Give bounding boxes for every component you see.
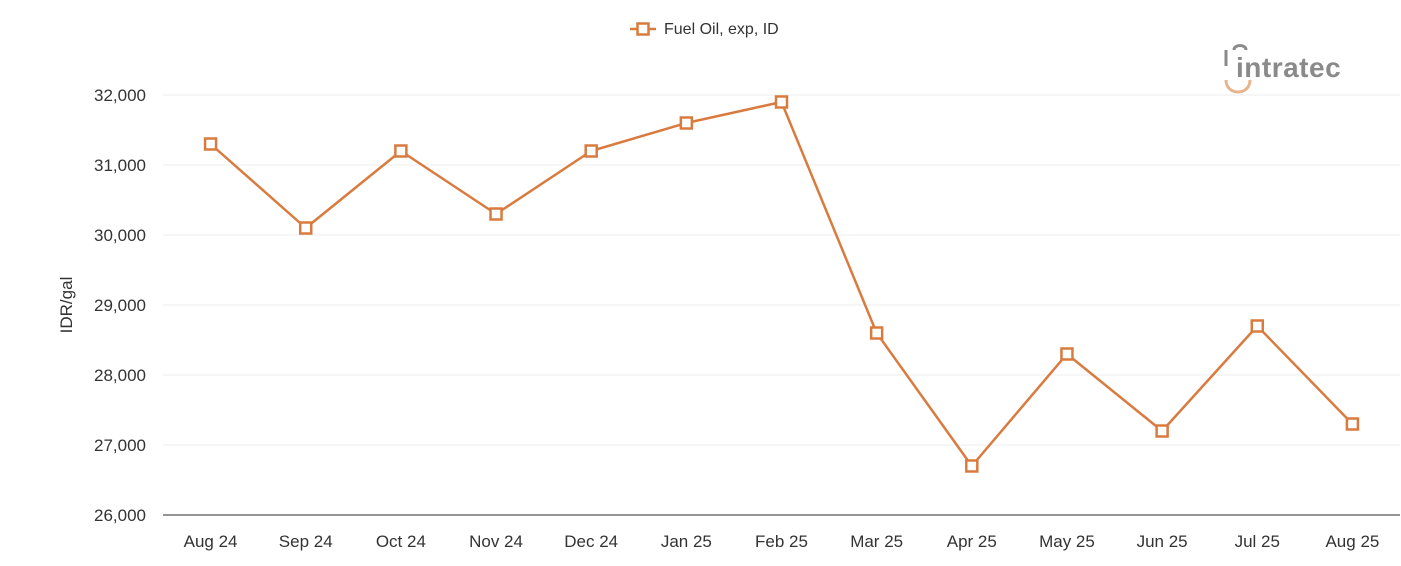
y-axis-label: IDR/gal [57,277,76,334]
y-tick-label: 32,000 [94,86,146,105]
y-tick-label: 27,000 [94,436,146,455]
data-point[interactable] [1345,417,1360,431]
y-tick-label: 31,000 [94,156,146,175]
data-point[interactable] [489,207,503,221]
data-point[interactable] [965,459,979,473]
data-point[interactable] [774,95,789,109]
y-tick-label: 28,000 [94,366,146,385]
data-point[interactable] [394,144,408,158]
x-axis-ticks: Aug 24 Sep 24 Oct 24 Nov 24 Dec 24 Jan 25 Feb … [184,532,1380,551]
data-point[interactable] [1250,319,1265,333]
data-point[interactable] [869,326,884,340]
x-tick-label: Jun 25 [1137,532,1188,551]
legend[interactable]: Fuel Oil, exp, ID [630,21,779,38]
data-point[interactable] [298,221,313,235]
x-tick-label: May 25 [1039,532,1095,551]
x-tick-label: Jul 25 [1235,532,1280,551]
y-tick-label: 29,000 [94,296,146,315]
series-layer [203,95,1360,473]
x-tick-label: Aug 25 [1325,532,1379,551]
x-tick-label: Aug 24 [184,532,238,551]
data-point[interactable] [1155,424,1169,438]
x-tick-label: Jan 25 [661,532,712,551]
y-tick-label: 30,000 [94,226,146,245]
data-point[interactable] [584,144,598,158]
x-tick-label: Nov 24 [469,532,523,551]
x-tick-label: Apr 25 [947,532,997,551]
data-point[interactable] [203,137,218,151]
intratec-logo: intratec [1224,44,1341,94]
x-tick-label: Mar 25 [850,532,903,551]
x-tick-label: Oct 24 [376,532,426,551]
logo-accent-icon [1224,79,1252,94]
data-point[interactable] [1060,347,1074,361]
series-line [209,100,1354,468]
y-axis-ticks: 26,000 27,000 28,000 29,000 30,000 31,000 32,0… [94,86,146,525]
legend-label: Fuel Oil, exp, ID [664,21,779,38]
x-tick-label: Sep 24 [279,532,333,551]
logo-wordmark: intratec [1236,52,1341,83]
x-tick-label: Dec 24 [564,532,618,551]
logo-icon [1224,44,1248,66]
x-tick-label: Feb 25 [755,532,808,551]
y-tick-label: 26,000 [94,506,146,525]
legend-marker [636,22,650,36]
data-point[interactable] [679,116,694,130]
gridlines [163,94,1400,446]
